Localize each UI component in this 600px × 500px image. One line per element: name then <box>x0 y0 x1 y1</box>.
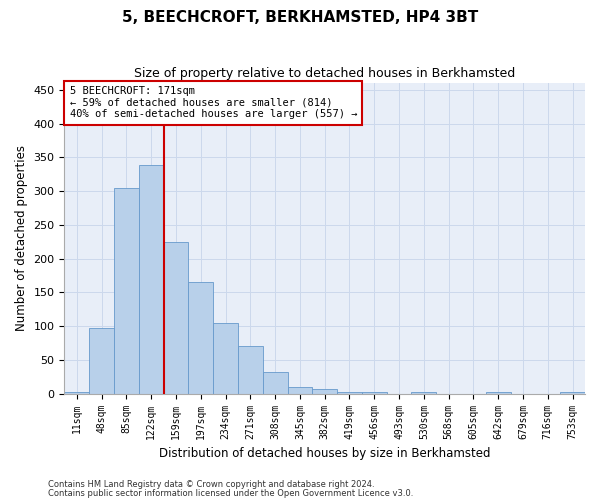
Bar <box>560 392 585 394</box>
Y-axis label: Number of detached properties: Number of detached properties <box>15 146 28 332</box>
Bar <box>139 166 164 394</box>
Title: Size of property relative to detached houses in Berkhamsted: Size of property relative to detached ho… <box>134 68 515 80</box>
Text: 5 BEECHCROFT: 171sqm
← 59% of detached houses are smaller (814)
40% of semi-deta: 5 BEECHCROFT: 171sqm ← 59% of detached h… <box>70 86 357 120</box>
Text: Contains public sector information licensed under the Open Government Licence v3: Contains public sector information licen… <box>48 489 413 498</box>
Bar <box>263 372 287 394</box>
Bar <box>362 392 386 394</box>
Bar <box>238 346 263 394</box>
X-axis label: Distribution of detached houses by size in Berkhamsted: Distribution of detached houses by size … <box>159 447 490 460</box>
Bar <box>337 392 362 394</box>
Bar <box>164 242 188 394</box>
Bar <box>89 328 114 394</box>
Text: 5, BEECHCROFT, BERKHAMSTED, HP4 3BT: 5, BEECHCROFT, BERKHAMSTED, HP4 3BT <box>122 10 478 25</box>
Text: Contains HM Land Registry data © Crown copyright and database right 2024.: Contains HM Land Registry data © Crown c… <box>48 480 374 489</box>
Bar <box>188 282 213 394</box>
Bar <box>64 392 89 394</box>
Bar <box>486 392 511 394</box>
Bar <box>114 188 139 394</box>
Bar <box>412 392 436 394</box>
Bar <box>287 387 313 394</box>
Bar <box>213 323 238 394</box>
Bar <box>313 389 337 394</box>
